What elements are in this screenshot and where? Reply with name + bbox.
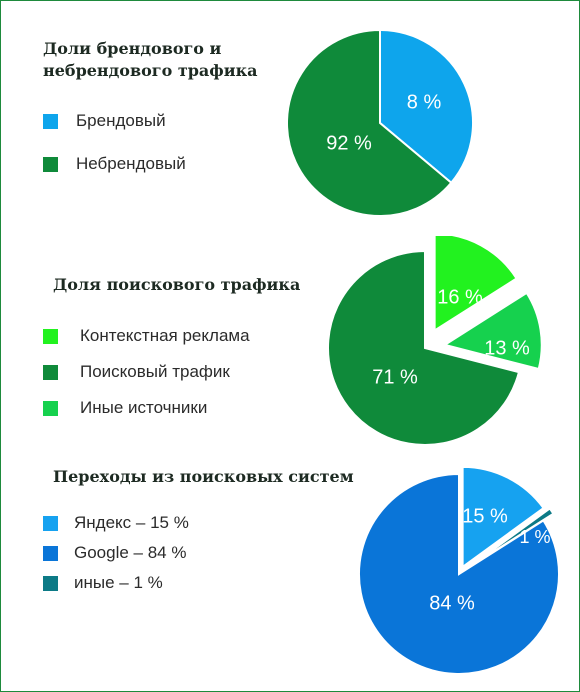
- chart1-slice-nonbrand: [286, 28, 453, 217]
- chart1-label-nonbrand: 92 %: [326, 132, 372, 154]
- chart2-slice-context: [433, 236, 518, 333]
- chart3-legend-swatch-google: [43, 545, 58, 561]
- chart2-legend-context: Контекстная реклама: [43, 326, 250, 346]
- chart2-title: Доля поискового трафика: [53, 275, 301, 294]
- chart1-legend-brand: Брендовый: [43, 111, 166, 131]
- chart2-label-context: 16 %: [437, 286, 483, 308]
- chart1-title: Доли брендового и небрендового трафика: [43, 39, 258, 80]
- chart2-legend-label-other: Иные источники: [80, 398, 208, 417]
- chart2-legend-swatch-other: [43, 400, 58, 416]
- chart3-label-yandex: 15 %: [462, 505, 508, 527]
- chart2-slice-other: [442, 291, 543, 371]
- chart1-legend-label-nonbrand: Небрендовый: [76, 154, 186, 173]
- chart1-pie: 8 % 92 %: [286, 28, 474, 217]
- chart3-legend-label-google: Google – 84 %: [74, 543, 187, 562]
- chart2-label-other: 13 %: [484, 337, 530, 359]
- chart3-slice-google: [357, 472, 560, 675]
- chart2-legend-swatch-context: [43, 328, 58, 344]
- chart3-legend-google: Google – 84 %: [43, 543, 186, 563]
- chart1-legend-nonbrand: Небрендовый: [43, 154, 186, 174]
- chart3-slice-yandex: [461, 466, 545, 569]
- chart3-legend-swatch-yandex: [43, 515, 58, 531]
- chart1-slice-brand: [379, 28, 474, 185]
- chart1-label-brand: 8 %: [407, 91, 442, 113]
- chart1-legend-label-brand: Брендовый: [76, 111, 166, 130]
- chart3-legend-label-other: иные – 1 %: [74, 573, 163, 592]
- chart3-legend-yandex: Яндекс – 15 %: [43, 513, 189, 533]
- chart2-legend-label-search: Поисковый трафик: [80, 362, 230, 381]
- chart2-legend-other: Иные источники: [43, 398, 207, 418]
- chart2-legend-label-context: Контекстная реклама: [80, 326, 250, 345]
- chart2-legend-swatch-search: [43, 364, 58, 380]
- chart1-legend-swatch-brand: [43, 113, 58, 129]
- chart3-label-google: 84 %: [429, 592, 475, 614]
- chart3-title: Переходы из поисковых систем: [53, 467, 354, 486]
- chart3-legend-swatch-other: [43, 575, 58, 591]
- chart2-slice-search: [327, 249, 521, 446]
- chart3-pie: 15 % 84 % 1 %: [357, 466, 560, 675]
- chart3-legend-label-yandex: Яндекс – 15 %: [74, 513, 189, 532]
- chart2-legend-search: Поисковый трафик: [43, 362, 230, 382]
- chart2-label-search: 71 %: [372, 366, 418, 388]
- chart3-slice-other: [468, 507, 555, 569]
- chart1-legend-swatch-nonbrand: [43, 156, 58, 172]
- chart3-legend-other: иные – 1 %: [43, 573, 163, 593]
- chart3-label-other: 1 %: [519, 527, 550, 547]
- chart2-pie: 16 % 71 % 13 %: [327, 236, 543, 446]
